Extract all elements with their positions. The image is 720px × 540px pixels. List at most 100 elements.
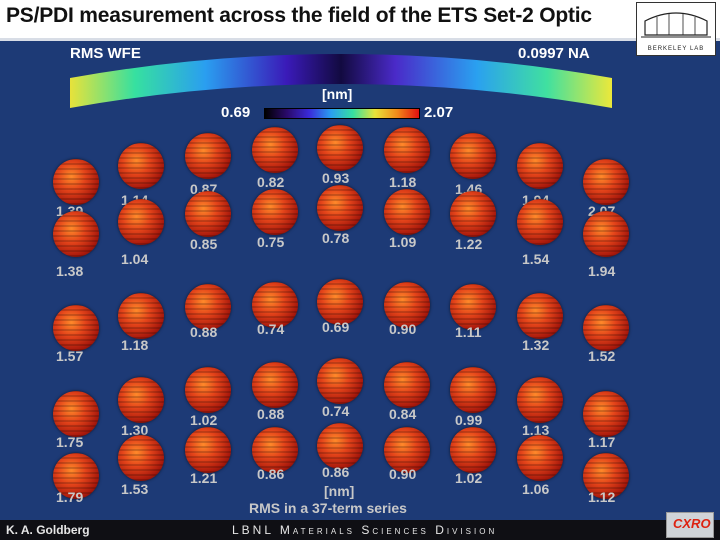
interferogram-sphere	[185, 284, 231, 330]
building-icon	[641, 12, 711, 38]
interferogram-sphere	[583, 305, 629, 351]
interferogram-sphere	[185, 133, 231, 179]
division-name: LBNL Materials Sciences Division	[232, 523, 498, 537]
rms-value: 0.88	[190, 324, 218, 340]
interferogram-sphere	[53, 305, 99, 351]
footer: K. A. Goldberg LBNL Materials Sciences D…	[0, 520, 720, 540]
interferogram-sphere	[317, 125, 363, 171]
interferogram-sphere	[583, 453, 629, 499]
rms-value: 1.53	[121, 481, 149, 497]
rms-value: 0.78	[322, 230, 350, 246]
logo-text: BERKELEY LAB	[647, 46, 705, 52]
rms-value: 1.12	[588, 489, 616, 505]
interferogram-sphere	[517, 199, 563, 245]
rms-value: 1.79	[56, 489, 84, 505]
rms-value: 1.21	[190, 470, 218, 486]
interferogram-sphere	[185, 191, 231, 237]
rms-value: 1.13	[522, 422, 550, 438]
rms-value: 0.99	[455, 412, 483, 428]
rms-value: 0.74	[322, 403, 350, 419]
interferogram-sphere	[384, 362, 430, 408]
rms-value: 1.11	[455, 324, 482, 340]
colorbar	[264, 108, 420, 119]
interferogram-sphere	[317, 358, 363, 404]
interferogram-sphere	[252, 189, 298, 235]
rms-value: 0.69	[322, 319, 350, 335]
interferogram-sphere	[53, 391, 99, 437]
interferogram-sphere	[384, 282, 430, 328]
interferogram-sphere	[118, 293, 164, 339]
interferogram-sphere	[583, 159, 629, 205]
interferogram-sphere	[384, 189, 430, 235]
interferogram-sphere	[317, 279, 363, 325]
rms-value: 1.75	[56, 434, 84, 450]
interferogram-sphere	[384, 127, 430, 173]
rms-wfe-label: RMS WFE	[70, 45, 141, 62]
rms-value: 1.06	[522, 481, 550, 497]
title-divider	[0, 38, 720, 41]
interferogram-sphere	[252, 282, 298, 328]
rms-value: 1.18	[121, 337, 149, 353]
slide-title: PS/PDI measurement across the field of t…	[6, 4, 592, 27]
rms-value: 0.90	[389, 321, 417, 337]
interferogram-sphere	[185, 427, 231, 473]
rms-value: 1.52	[588, 348, 616, 364]
rms-value: 1.22	[455, 236, 483, 252]
rms-value: 0.86	[322, 464, 350, 480]
interferogram-sphere	[317, 423, 363, 469]
interferogram-sphere	[252, 427, 298, 473]
interferogram-sphere	[118, 199, 164, 245]
field-map	[70, 54, 612, 108]
interferogram-sphere	[583, 391, 629, 437]
rms-value: 0.82	[257, 174, 285, 190]
rms-value: 1.30	[121, 422, 149, 438]
interferogram-sphere	[450, 133, 496, 179]
interferogram-sphere	[450, 284, 496, 330]
rms-value: 1.02	[190, 412, 218, 428]
rms-value: 0.90	[389, 466, 417, 482]
interferogram-sphere	[252, 362, 298, 408]
interferogram-sphere	[118, 435, 164, 481]
colorbar-unit: [nm]	[322, 86, 353, 102]
wavefront-field-band	[70, 54, 612, 108]
rms-value: 1.32	[522, 337, 550, 353]
interferogram-sphere	[450, 367, 496, 413]
rms-value: 0.85	[190, 236, 218, 252]
rms-value: 0.75	[257, 234, 285, 250]
title-bar: PS/PDI measurement across the field of t…	[0, 0, 720, 38]
interferogram-sphere	[317, 185, 363, 231]
interferogram-sphere	[450, 427, 496, 473]
interferogram-sphere	[517, 377, 563, 423]
interferogram-sphere	[384, 427, 430, 473]
author-name: K. A. Goldberg	[6, 523, 90, 537]
rms-value: 0.93	[322, 170, 350, 186]
interferogram-sphere	[118, 377, 164, 423]
rms-value: 0.86	[257, 466, 285, 482]
interferogram-sphere	[53, 159, 99, 205]
colorbar-max: 2.07	[424, 104, 454, 121]
cxro-text: CXRO	[673, 516, 711, 531]
rms-value: 1.94	[588, 263, 616, 279]
interferogram-sphere	[450, 191, 496, 237]
rms-value: 0.88	[257, 406, 285, 422]
interferogram-sphere	[53, 211, 99, 257]
rms-value: 1.57	[56, 348, 84, 364]
rms-value: 1.17	[588, 434, 616, 450]
berkeley-lab-logo: BERKELEY LAB	[636, 2, 716, 56]
interferogram-sphere	[118, 143, 164, 189]
rms-value: 1.02	[455, 470, 483, 486]
caption-series: RMS in a 37-term series	[249, 500, 407, 516]
rms-value: 1.18	[389, 174, 417, 190]
rms-value: 1.38	[56, 263, 84, 279]
rms-value: 1.09	[389, 234, 417, 250]
cxro-logo: CXRO	[666, 512, 714, 538]
interferogram-sphere	[252, 127, 298, 173]
rms-value: 1.04	[121, 251, 149, 267]
caption-unit: [nm]	[324, 483, 355, 499]
rms-value: 1.54	[522, 251, 550, 267]
na-label: 0.0997 NA	[518, 45, 590, 62]
interferogram-sphere	[53, 453, 99, 499]
interferogram-sphere	[517, 143, 563, 189]
rms-value: 0.74	[257, 321, 285, 337]
